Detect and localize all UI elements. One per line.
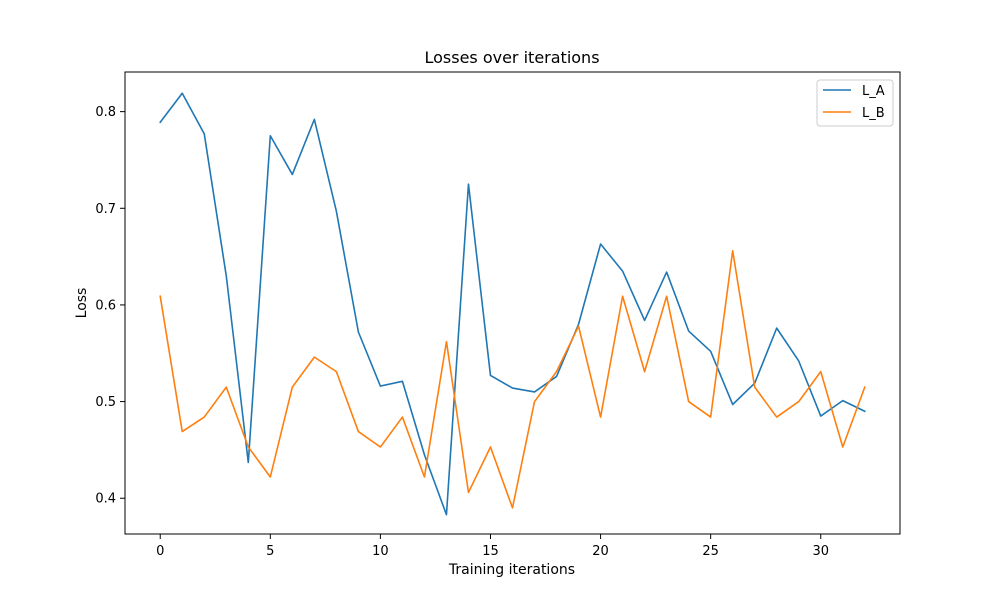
ticks-layer: 0 5 10 15 20 25 30 0.4 0.5 0.6 0.7 0.8 xyxy=(95,105,829,559)
y-tick-label: 0.8 xyxy=(95,105,116,120)
x-tick-label: 25 xyxy=(702,544,719,559)
series-line-l-b xyxy=(159,250,866,509)
legend-box xyxy=(816,79,894,127)
y-tick-label: 0.5 xyxy=(95,395,116,410)
x-tick-label: 15 xyxy=(482,544,499,559)
series-line-l-a xyxy=(159,92,866,516)
legend: L_A L_B xyxy=(816,79,894,127)
y-tick-label: 0.6 xyxy=(95,298,116,313)
x-tick-label: 10 xyxy=(372,544,389,559)
chart-title: Losses over iterations xyxy=(424,48,599,67)
x-tick-label: 30 xyxy=(812,544,829,559)
legend-label-l-b: L_B xyxy=(862,106,885,121)
x-tick-label: 0 xyxy=(156,544,164,559)
y-axis-label: Loss xyxy=(74,288,90,319)
plot-frame xyxy=(124,71,901,535)
y-tick-label: 0.4 xyxy=(95,492,116,507)
series-layer xyxy=(159,92,866,516)
y-tick-label: 0.7 xyxy=(95,202,116,217)
x-tick-label: 20 xyxy=(592,544,609,559)
x-tick-label: 5 xyxy=(266,544,274,559)
x-axis-label: Training iterations xyxy=(448,562,575,578)
legend-label-l-a: L_A xyxy=(862,84,885,99)
